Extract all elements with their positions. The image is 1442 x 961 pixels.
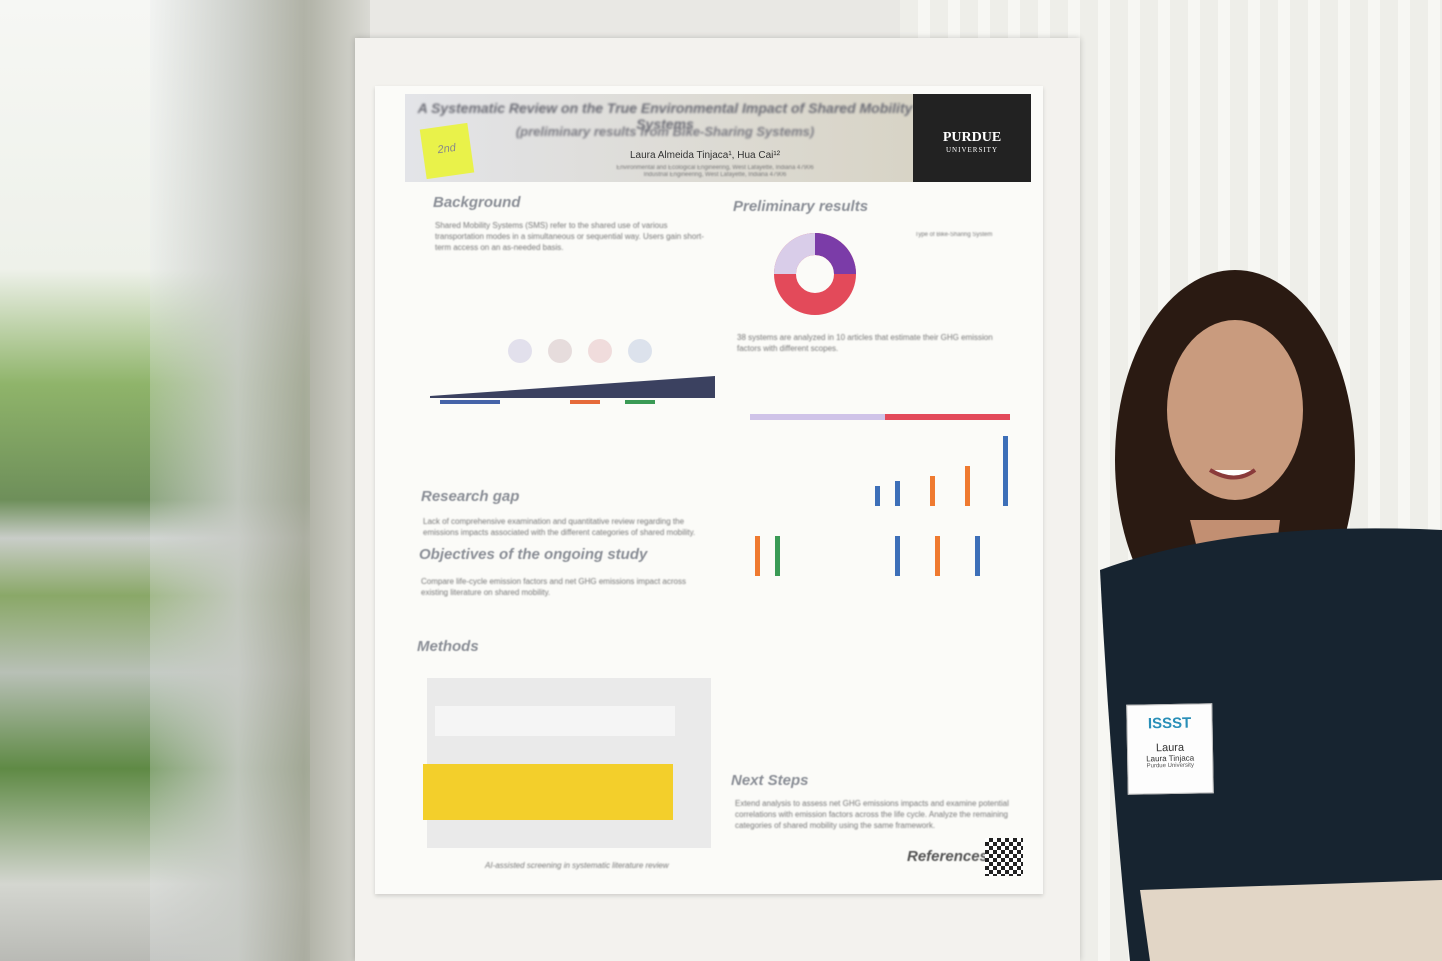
section-heading: Background	[433, 194, 521, 211]
results-text: 38 systems are analyzed in 10 articles t…	[737, 333, 993, 353]
background-illustration	[430, 339, 715, 404]
affiliation: Industrial Engineering, West Lafayette, …	[643, 172, 787, 178]
methods-diagram	[423, 678, 711, 848]
poster-title: A Systematic Review on the True Environm…	[417, 100, 913, 132]
bar-charts	[750, 414, 1010, 576]
authors: Laura Almeida Tinjaca¹, Hua Cai¹²	[629, 150, 781, 161]
donut-chart	[774, 233, 856, 315]
badge-event: ISSST	[1147, 714, 1192, 733]
affiliation: Environmental and Ecological Engineering…	[616, 165, 814, 171]
person	[1100, 270, 1442, 961]
section-text: Shared Mobility Systems (SMS) refer to t…	[435, 221, 704, 252]
section-heading: Preliminary results	[733, 198, 869, 215]
section-text: Lack of comprehensive examination and qu…	[423, 517, 696, 537]
badge-affiliation: Purdue University	[1146, 762, 1195, 770]
curtain	[150, 0, 370, 961]
sticky-note: 2nd	[419, 122, 475, 180]
name-badge: ISSST Laura Laura Tinjaca Purdue Univers…	[1126, 703, 1214, 795]
logo-sub: UNIVERSITY	[946, 146, 998, 154]
methods-caption: AI-assisted screening in systematic lite…	[485, 861, 669, 870]
section-heading: Methods	[417, 638, 479, 655]
section-heading: Next Steps	[731, 772, 809, 789]
header	[405, 94, 913, 182]
section-heading: References	[907, 848, 988, 865]
poster: A Systematic Review on the True Environm…	[375, 86, 1043, 894]
logo-name: PURDUE	[942, 130, 1002, 145]
section-text: Compare life-cycle emission factors and …	[421, 577, 686, 597]
qr-code	[985, 838, 1023, 876]
poster-subtitle: (preliminary results from Bike-Sharing S…	[515, 124, 815, 139]
legend-title: Type of Bike-Sharing System	[915, 232, 993, 238]
section-heading: Objectives of the ongoing study	[419, 546, 648, 563]
section-text: Extend analysis to assess net GHG emissi…	[735, 799, 1009, 830]
section-heading: Research gap	[421, 488, 520, 505]
logo-box	[913, 94, 1031, 182]
